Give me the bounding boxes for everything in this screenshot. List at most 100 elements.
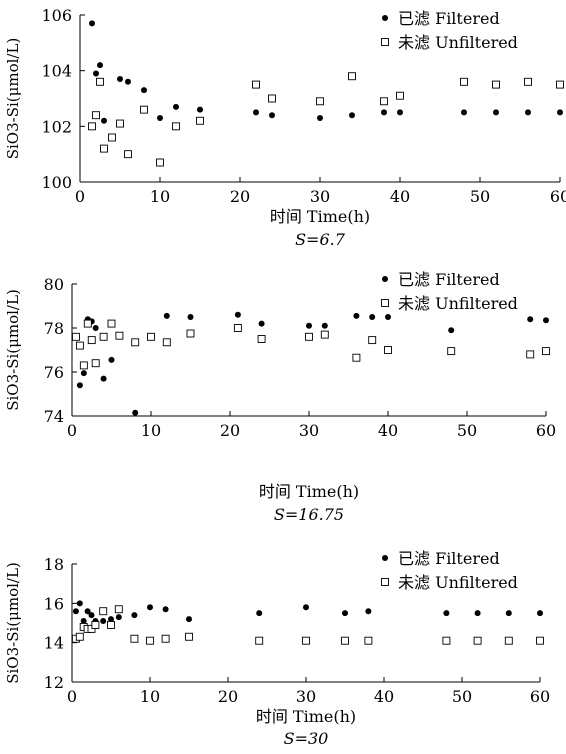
chart-panel-3: 0 10 20 30 40 50 60 12 14 16 18 SiO3-Si(μmol/L) 时间 T… — [4, 549, 550, 748]
x-tick-label: 40 — [378, 421, 398, 440]
filtered-point — [461, 109, 467, 116]
unfiltered-point — [75, 341, 84, 350]
x-tick-label: 0 — [75, 187, 85, 206]
x-tick-label: 60 — [536, 421, 556, 440]
x-axis-title: 时间 Time(h) — [259, 482, 359, 501]
unfiltered-point — [186, 329, 195, 338]
y-tick-label: 76 — [44, 363, 64, 382]
unfiltered-point — [130, 634, 139, 643]
filtered-point — [385, 314, 391, 320]
y-tick-label: 12 — [44, 673, 64, 692]
legend-label: 未滤 Unfiltered — [398, 573, 518, 592]
filtered-point — [100, 618, 107, 625]
unfiltered-point — [107, 621, 115, 629]
unfiltered-point — [147, 332, 155, 341]
y-tick-label: 14 — [44, 634, 64, 653]
legend-marker-filtered — [382, 276, 388, 282]
filtered-point — [76, 382, 83, 389]
unfiltered-point — [380, 97, 388, 106]
unfiltered-point — [108, 133, 116, 142]
x-axis-title: 时间 Time(h) — [270, 207, 370, 226]
filtered-point — [197, 106, 203, 113]
x-tick-label: 60 — [530, 687, 550, 706]
unfiltered-point — [542, 347, 550, 356]
filtered-point — [342, 610, 348, 617]
filtered-point — [100, 375, 107, 382]
legend-marker-unfiltered — [381, 299, 389, 307]
filtered-point — [186, 616, 192, 623]
legend-marker-unfiltered — [381, 578, 389, 586]
x-tick-label: 30 — [299, 421, 319, 440]
unfiltered-point — [320, 330, 329, 339]
filtered-point — [474, 610, 481, 617]
unfiltered-point — [524, 77, 532, 86]
filtered-point — [448, 327, 455, 334]
filtered-point — [157, 114, 163, 121]
filtered-point — [108, 356, 115, 363]
unfiltered-point — [233, 324, 242, 332]
legend: 已滤 Filtered 未滤 Unfiltered — [381, 549, 518, 592]
x-tick-label: 10 — [140, 687, 160, 706]
filtered-point — [397, 109, 403, 116]
x-tick-label: 20 — [230, 187, 250, 206]
unfiltered-point — [341, 636, 349, 645]
unfiltered-point — [92, 111, 100, 120]
filtered-point — [84, 608, 91, 615]
y-tick-label: 16 — [44, 594, 64, 613]
filtered-point — [369, 314, 376, 320]
x-axis-title: 时间 Time(h) — [256, 707, 356, 726]
legend-label: 未滤 Unfiltered — [398, 294, 518, 313]
unfiltered-point — [460, 77, 468, 86]
filtered-point — [543, 317, 549, 324]
filtered-point — [89, 20, 95, 27]
filtered-point — [92, 325, 99, 331]
filtered-point — [493, 109, 499, 116]
x-tick-label: 20 — [220, 421, 240, 440]
filtered-point — [147, 604, 153, 611]
legend: 已滤 Filtered 未滤 Unfiltered — [381, 270, 518, 313]
unfiltered-point — [116, 119, 124, 128]
unfiltered-point — [140, 105, 148, 114]
unfiltered-point — [268, 94, 276, 103]
filtered-point — [93, 70, 99, 77]
unfiltered-point — [196, 116, 204, 125]
legend-marker-unfiltered — [381, 38, 389, 46]
y-tick-label: 106 — [41, 6, 72, 25]
x-tick-label: 10 — [150, 187, 170, 206]
x-tick-label: 30 — [296, 687, 316, 706]
unfiltered-point — [131, 338, 140, 347]
filtered-point — [303, 604, 309, 611]
filtered-point — [76, 600, 83, 607]
unfiltered-point — [352, 353, 361, 362]
unfiltered-point — [91, 359, 100, 368]
unfiltered-point — [107, 319, 116, 328]
unfiltered-point — [124, 150, 132, 159]
unfiltered-point — [305, 332, 313, 341]
filtered-point — [349, 112, 355, 119]
chart-subtitle: S=16.75 — [274, 505, 344, 524]
filtered-point — [258, 320, 265, 327]
unfiltered-point — [115, 331, 124, 340]
x-tick-label: 40 — [374, 687, 394, 706]
unfiltered-point — [88, 122, 96, 131]
y-tick-label: 100 — [41, 173, 72, 192]
filtered-point — [187, 314, 194, 320]
y-tick-label: 80 — [44, 275, 64, 294]
unfiltered-point — [252, 80, 260, 89]
unfiltered-point — [161, 634, 170, 643]
x-tick-label: 50 — [457, 421, 477, 440]
filtered-point — [365, 608, 372, 615]
filtered-point — [525, 109, 531, 116]
x-tick-label: 0 — [67, 687, 77, 706]
y-tick-label: 102 — [41, 117, 72, 136]
filtered-point — [117, 76, 123, 83]
unfiltered-point — [316, 97, 324, 106]
filtered-point — [353, 312, 360, 319]
filtered-point — [537, 610, 543, 617]
unfiltered-point — [185, 632, 193, 641]
unfiltered-point — [79, 361, 88, 370]
chart-subtitle: S=30 — [284, 729, 329, 748]
unfiltered-point — [99, 607, 108, 616]
unfiltered-point — [492, 80, 500, 89]
